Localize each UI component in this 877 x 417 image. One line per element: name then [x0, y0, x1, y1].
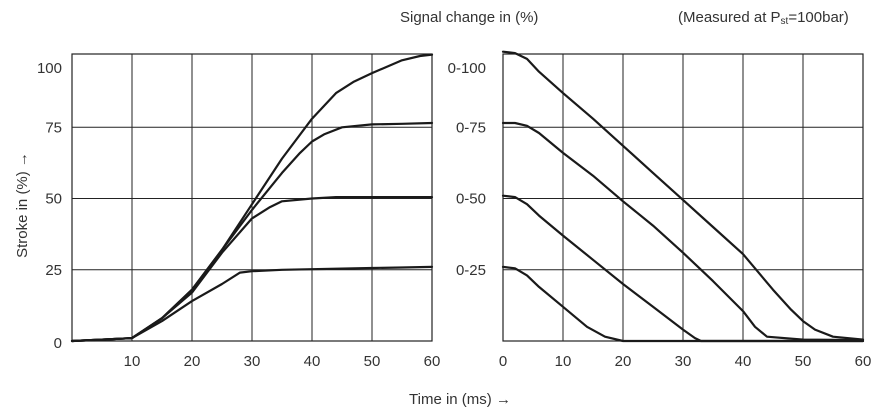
x-tick-label: 30 — [675, 353, 692, 370]
right-series-3 — [501, 50, 865, 341]
signal-chart-grid — [502, 53, 864, 342]
x-tick-label: 20 — [184, 353, 201, 370]
y-tick-label: 100 — [37, 60, 62, 77]
x-tick-label: 50 — [795, 353, 812, 370]
left-series-3 — [70, 53, 434, 343]
x-tick-label: 10 — [555, 353, 572, 370]
stroke-chart-curves — [70, 53, 434, 343]
x-tick-label: 60 — [855, 353, 872, 370]
y-tick-label: 75 — [45, 119, 62, 136]
right-series-1 — [501, 194, 865, 343]
series-range-label: 0-75 — [456, 119, 486, 136]
signal-chart-x-ticks: 0 10 20 30 40 50 60 — [499, 353, 872, 370]
signal-chart-curves — [501, 50, 865, 343]
x-tick-label: 50 — [364, 353, 381, 370]
x-tick-label: 20 — [615, 353, 632, 370]
stroke-chart-x-ticks: 10 20 30 40 50 60 — [124, 353, 441, 370]
signal-change-title: Signal change in (%) — [400, 9, 538, 26]
x-tick-label: 30 — [244, 353, 261, 370]
y-tick-label: 0 — [54, 335, 62, 352]
y-axis-label: Stroke in (%) → — [14, 152, 31, 258]
measured-note: (Measured at Pst=100bar) — [678, 9, 849, 27]
series-range-label: 0-25 — [456, 262, 486, 279]
x-tick-label: 40 — [304, 353, 321, 370]
x-tick-label: 0 — [499, 353, 507, 370]
x-tick-label: 60 — [424, 353, 441, 370]
series-range-label: 0-50 — [456, 191, 486, 208]
stroke-chart-y-ticks: 0 25 50 75 100 — [37, 60, 62, 352]
x-axis-label: Time in (ms) → — [409, 391, 511, 408]
right-series-2 — [501, 121, 865, 342]
signal-chart-y-ticks: 0-25 0-50 0-75 0-100 — [448, 60, 486, 279]
y-tick-label: 25 — [45, 262, 62, 279]
x-tick-label: 10 — [124, 353, 141, 370]
stroke-chart-grid — [71, 53, 433, 342]
x-tick-label: 40 — [735, 353, 752, 370]
series-range-label: 0-100 — [448, 60, 486, 77]
y-tick-label: 50 — [45, 191, 62, 208]
